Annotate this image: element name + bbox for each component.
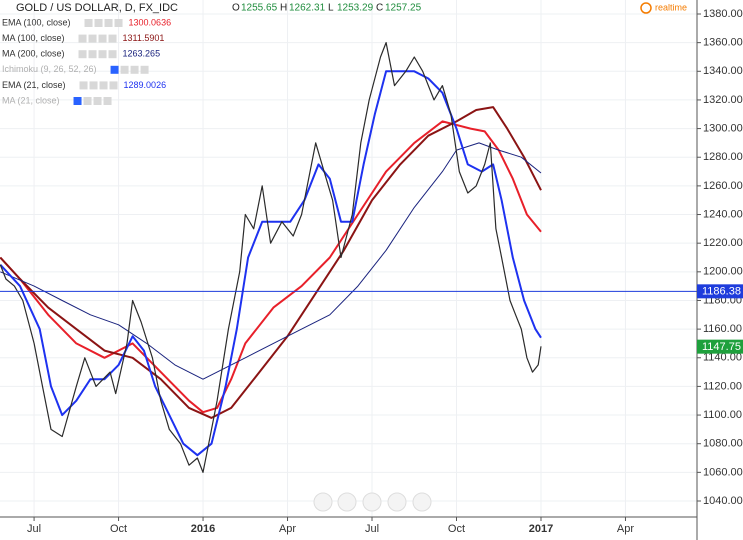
legend-button[interactable] [108, 50, 117, 59]
reset-button[interactable] [362, 492, 382, 512]
legend-value: 1311.5901 [123, 33, 165, 43]
realtime-icon [640, 2, 652, 14]
legend-button[interactable] [120, 65, 129, 74]
x-tick-label: Apr [617, 523, 634, 535]
y-tick-label: 1320.00 [703, 94, 743, 106]
legend-button[interactable] [103, 97, 112, 105]
legend-button[interactable] [79, 81, 88, 90]
price-tag-label: 1147.75 [702, 341, 741, 353]
y-tick-label: 1160.00 [703, 323, 742, 335]
legend-button[interactable] [130, 65, 139, 74]
y-tick-label: 1120.00 [703, 380, 742, 392]
legend-name: MA (200, close) [2, 49, 65, 59]
y-tick-label: 1200.00 [703, 266, 743, 278]
legend-button[interactable] [89, 81, 98, 90]
y-tick-label: 1220.00 [703, 237, 743, 249]
ohlc-key: C [376, 3, 383, 14]
legend-name: EMA (100, close) [2, 17, 71, 27]
y-tick-label: 1100.00 [703, 409, 742, 421]
legend-button[interactable] [78, 34, 87, 43]
ohlc-key: H [280, 3, 287, 14]
price-tag [697, 339, 743, 354]
legend-value: 1289.0026 [124, 80, 167, 90]
legend-button[interactable] [88, 34, 97, 43]
legend-name: Ichimoku (9, 26, 52, 26) [2, 64, 97, 74]
x-tick-label: Oct [110, 523, 127, 535]
legend-value: 1263.265 [123, 49, 161, 59]
legend-name: MA (100, close) [2, 33, 65, 43]
y-tick-label: 1340.00 [703, 65, 743, 77]
x-tick-label: 2016 [191, 523, 215, 535]
y-tick-label: 1360.00 [703, 37, 743, 49]
ohlc-value: 1262.31 [289, 3, 326, 14]
zoom-controls [313, 492, 432, 512]
legend-button[interactable] [88, 50, 97, 59]
y-tick-label: 1300.00 [703, 122, 743, 134]
legend-button[interactable] [73, 97, 82, 105]
x-tick-label: Oct [448, 523, 465, 535]
scroll-left-button[interactable] [313, 492, 333, 512]
realtime-label: realtime [655, 2, 687, 12]
y-tick-label: 1140.00 [703, 352, 742, 364]
price-tag [697, 284, 743, 299]
zoom-out-button[interactable] [337, 492, 357, 512]
scroll-right-button[interactable] [412, 492, 432, 512]
price-line [0, 42, 542, 473]
axes: 1040.00 1060.00 1080.00 1100.00 1120.00 1140.… [27, 8, 743, 535]
legend-button[interactable] [84, 19, 93, 27]
legend-button[interactable] [78, 50, 87, 59]
y-tick-label: 1380.00 [703, 8, 743, 20]
x-tick-label: Jul [27, 523, 41, 535]
ohlc-value: 1257.25 [385, 3, 422, 14]
legend-button[interactable] [98, 50, 107, 59]
legend-button[interactable] [99, 81, 108, 90]
y-tick-label: 1240.00 [703, 208, 743, 220]
legend-button[interactable] [104, 19, 113, 27]
legend-button[interactable] [94, 19, 103, 27]
x-tick-label: Apr [279, 523, 296, 535]
indicator-line [0, 120, 542, 414]
y-tick-label: 1260.00 [703, 180, 743, 192]
x-tick-label: Jul [365, 523, 379, 535]
legend-button[interactable] [109, 81, 118, 90]
legend-button[interactable] [108, 34, 117, 43]
price-tag-label: 1186.38 [702, 286, 741, 298]
legend-button[interactable] [83, 97, 92, 105]
legend-button[interactable] [93, 97, 102, 105]
zoom-in-button[interactable] [387, 492, 407, 512]
y-tick-label: 1060.00 [703, 466, 743, 478]
ohlc-value: 1253.29 [337, 3, 374, 14]
legend-button[interactable] [140, 65, 149, 74]
indicator-line [0, 142, 542, 380]
legend-name: MA (21, close) [2, 95, 60, 105]
legend-button[interactable] [98, 34, 107, 43]
legend-button[interactable] [114, 19, 123, 27]
y-tick-label: 1280.00 [703, 151, 743, 163]
legend-button[interactable] [110, 65, 119, 74]
indicator-line [0, 70, 542, 457]
y-tick-label: 1080.00 [703, 438, 743, 450]
grid [0, 0, 697, 517]
legend: GOLD / US DOLLAR, D, FX_IDC realtime O 12… [2, 2, 687, 105]
chart-title: GOLD / US DOLLAR, D, FX_IDC [16, 2, 178, 14]
ohlc-value: 1255.65 [241, 3, 278, 14]
x-tick-label: 2017 [529, 523, 553, 535]
plot [0, 42, 697, 473]
legend-value: 1300.0636 [129, 17, 172, 27]
ohlc-key: O [232, 3, 240, 14]
y-tick-label: 1040.00 [703, 495, 743, 507]
ohlc-key: L [328, 3, 334, 14]
legend-name: EMA (21, close) [2, 80, 66, 90]
